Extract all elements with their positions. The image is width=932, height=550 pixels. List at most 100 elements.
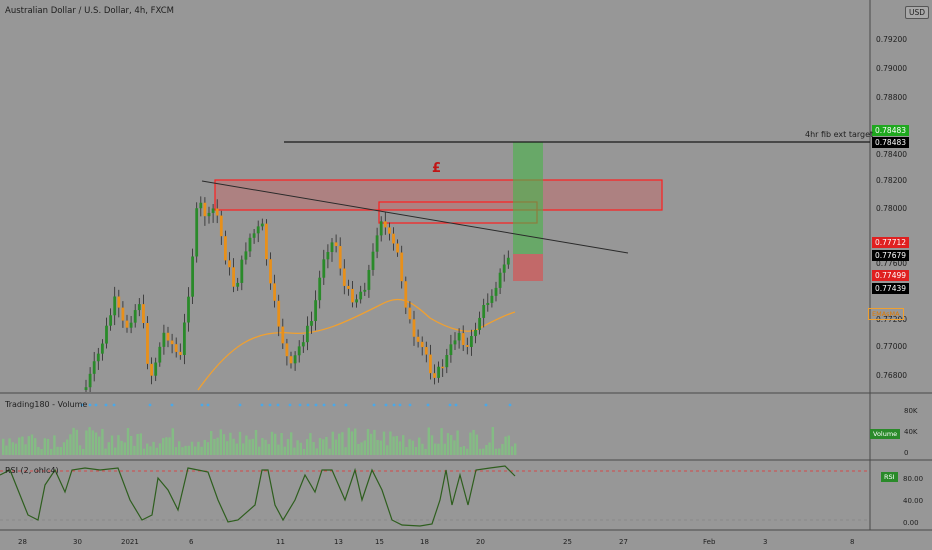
volume-bar xyxy=(251,438,254,455)
volume-signal-dot xyxy=(298,403,302,407)
supply-zone-large[interactable] xyxy=(214,179,663,211)
volume-bar xyxy=(98,436,101,455)
candle-body xyxy=(318,277,322,301)
volume-bar xyxy=(152,441,155,455)
candle-body xyxy=(420,341,424,348)
volume-bar xyxy=(414,447,418,455)
candle-body xyxy=(195,208,199,257)
volume-bar xyxy=(462,446,466,455)
candle-body xyxy=(363,289,367,292)
candle-body xyxy=(412,319,416,337)
volume-bar xyxy=(325,436,328,455)
volume-bar xyxy=(5,445,8,455)
price-badge-stop: 0.77499 xyxy=(872,270,910,281)
volume-bar xyxy=(475,434,478,455)
volume-bar xyxy=(14,443,18,455)
volume-bar xyxy=(30,434,34,455)
candle-body xyxy=(84,387,88,390)
time-axis[interactable]: 28 30 2021 6 11 13 15 18 20 25 27 Feb 3 … xyxy=(0,531,870,550)
price-axis-label: 0.79200 xyxy=(876,35,908,44)
volume-bar xyxy=(466,448,469,455)
candle-body xyxy=(248,237,252,252)
volume-bar xyxy=(338,433,341,455)
volume-signal-dot xyxy=(112,403,116,407)
volume-bar xyxy=(136,434,139,455)
volume-signal-dot xyxy=(332,403,336,407)
candle-body xyxy=(125,320,129,328)
trend-line[interactable] xyxy=(201,180,629,254)
candle-body xyxy=(154,362,158,376)
volume-bar xyxy=(104,448,107,455)
candle-body xyxy=(392,233,395,244)
volume-bar xyxy=(114,447,117,455)
time-axis-label: 11 xyxy=(276,538,285,546)
volume-bar xyxy=(181,447,184,455)
volume-bar xyxy=(149,446,152,455)
candle-body xyxy=(133,310,137,323)
volume-bar xyxy=(507,435,510,455)
volume-bar xyxy=(318,438,322,455)
take-profit-zone[interactable] xyxy=(513,142,543,254)
candle-body xyxy=(461,333,465,346)
candle-body xyxy=(215,208,219,216)
volume-bar xyxy=(133,445,136,455)
candle-body xyxy=(277,300,281,327)
volume-signal-dot xyxy=(94,403,98,407)
candle-body xyxy=(162,332,166,347)
volume-bar xyxy=(155,447,158,455)
volume-bar xyxy=(328,448,331,455)
volume-signal-dot xyxy=(80,403,84,407)
volume-bar xyxy=(226,441,229,455)
candle-body xyxy=(326,251,330,260)
chart-title: Australian Dollar / U.S. Dollar, 4h, FXC… xyxy=(5,6,174,16)
volume-bar xyxy=(398,441,402,455)
volume-axis-label: 40K xyxy=(904,428,918,436)
candle-body xyxy=(404,281,408,308)
candle-body xyxy=(445,355,449,368)
candle-body xyxy=(314,300,317,322)
volume-bar xyxy=(344,447,347,455)
volume-bar xyxy=(238,431,242,455)
price-badge-target-line: 0.78483 xyxy=(872,137,910,148)
candle-body xyxy=(429,354,432,374)
volume-bar xyxy=(94,432,98,455)
rsi-axis-label: 0.00 xyxy=(903,519,919,527)
volume-bar xyxy=(210,431,213,455)
candle-body xyxy=(306,325,309,343)
volume-signal-dot xyxy=(238,403,242,407)
volume-bar xyxy=(478,448,482,455)
candle-body xyxy=(232,267,235,287)
volume-bar xyxy=(491,427,494,455)
candle-body xyxy=(359,291,363,300)
candle-body xyxy=(199,202,203,209)
volume-bar xyxy=(296,440,299,455)
candle-body xyxy=(297,346,301,356)
volume-bar xyxy=(277,444,280,455)
volume-bar xyxy=(373,429,376,455)
volume-bar xyxy=(43,438,46,455)
volume-bar xyxy=(40,448,43,455)
volume-bar xyxy=(261,438,264,455)
volume-bar xyxy=(270,431,274,455)
candle-body xyxy=(285,343,289,357)
volume-signal-dot xyxy=(276,403,280,407)
time-axis-label: Feb xyxy=(703,538,716,546)
candle-body xyxy=(117,296,121,308)
volume-signal-dot xyxy=(408,403,412,407)
volume-bar xyxy=(258,446,261,455)
currency-button[interactable]: USD xyxy=(905,6,930,19)
price-axis[interactable]: 0.79200 0.79000 0.78800 0.78400 0.78200 … xyxy=(870,0,932,395)
volume-bar xyxy=(11,442,14,455)
candle-body xyxy=(240,259,244,283)
stop-loss-zone[interactable] xyxy=(513,254,543,281)
candlestick-series xyxy=(84,196,510,392)
volume-bar xyxy=(162,438,165,455)
volume-bar xyxy=(254,429,258,455)
candle-body xyxy=(502,264,506,273)
volume-bar xyxy=(306,439,309,455)
volume-bar xyxy=(165,437,168,455)
volume-bar xyxy=(50,448,53,455)
volume-bar xyxy=(117,435,120,455)
price-badge-entry: 0.77679 xyxy=(872,250,910,261)
